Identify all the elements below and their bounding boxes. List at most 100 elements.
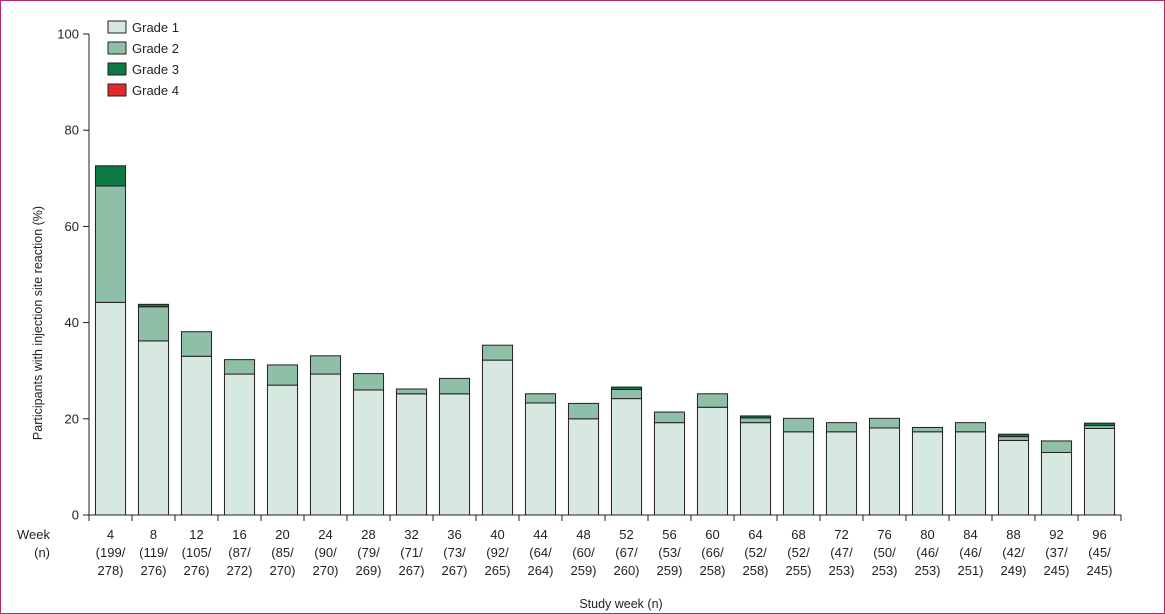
x-category-n-top: (46/ (959, 545, 982, 560)
x-category-n-top: (67/ (615, 545, 638, 560)
x-category-n-top: (66/ (701, 545, 724, 560)
bar-segment-grade-1 (137, 340, 170, 516)
x-category-week: 40 (490, 527, 504, 542)
legend: Grade 1 Grade 2 Grade 3 Grade 4 (107, 20, 179, 98)
legend-label: Grade 2 (132, 41, 179, 56)
bar-segment-grade-3 (997, 433, 1030, 438)
x-category-n-bottom: 270) (312, 563, 338, 578)
bar-segment-grade-2 (180, 331, 213, 357)
legend-swatch (107, 62, 127, 76)
x-category-n-top: (60/ (572, 545, 595, 560)
x-category-n-bottom: 260) (613, 563, 639, 578)
x-category-week: 76 (877, 527, 891, 542)
bar-segment-grade-1 (524, 402, 557, 516)
x-category-n-bottom: 264) (527, 563, 553, 578)
x-category-n-top: (53/ (658, 545, 681, 560)
x-category-n-top: (71/ (400, 545, 423, 560)
bar-segment-grade-2 (395, 388, 428, 395)
bar-segment-grade-1 (352, 389, 385, 516)
y-tick-label: 60 (65, 219, 79, 234)
bar-segment-grade-1 (610, 398, 643, 516)
x-category-week: 88 (1006, 527, 1020, 542)
legend-label: Grade 4 (132, 83, 179, 98)
bar-segment-grade-1 (266, 384, 299, 516)
x-category-n-bottom: 276) (140, 563, 166, 578)
bar-segment-grade-2 (266, 364, 299, 386)
x-axis-title: Study week (n) (579, 597, 662, 611)
bar-segment-grade-1 (739, 422, 772, 516)
bar-segment-grade-1 (180, 355, 213, 516)
bar-segment-grade-2 (825, 422, 858, 433)
bar-segment-grade-2 (911, 426, 944, 433)
n-row-label: (n) (34, 545, 50, 560)
bar-segment-grade-2 (739, 417, 772, 424)
bar-segment-grade-2 (94, 185, 127, 303)
x-category-n-bottom: 267) (398, 563, 424, 578)
x-category-n-top: (73/ (443, 545, 466, 560)
x-category-n-bottom: 253) (828, 563, 854, 578)
bar-segment-grade-3 (1083, 422, 1116, 427)
bar-segment-grade-2 (524, 393, 557, 404)
x-category-n-bottom: 259) (656, 563, 682, 578)
bar-segment-grade-2 (997, 436, 1030, 441)
y-tick-label: 40 (65, 315, 79, 330)
x-category-week: 80 (920, 527, 934, 542)
bar-segment-grade-2 (481, 344, 514, 361)
x-category-n-bottom: 270) (269, 563, 295, 578)
bar-segment-grade-3 (94, 165, 127, 187)
legend-swatch (107, 83, 127, 97)
bar-segment-grade-1 (696, 406, 729, 516)
x-category-n-top: (79/ (357, 545, 380, 560)
bar-segment-grade-1 (868, 427, 901, 516)
bar-segment-grade-2 (438, 377, 471, 395)
x-category-n-bottom: 265) (484, 563, 510, 578)
bar-segment-grade-1 (1083, 427, 1116, 516)
x-category-n-bottom: 276) (183, 563, 209, 578)
x-category-n-top: (87/ (228, 545, 251, 560)
bar-segment-grade-1 (653, 422, 686, 516)
x-category-n-bottom: 249) (1000, 563, 1026, 578)
bar-segment-grade-3 (610, 386, 643, 390)
y-axis: 0 20 40 60 80 100 (57, 27, 90, 523)
x-category-week: 72 (834, 527, 848, 542)
bar-segment-grade-2 (352, 373, 385, 391)
x-category-week: 4 (107, 527, 114, 542)
x-category-n-top: (50/ (873, 545, 896, 560)
bar-segment-grade-2 (653, 411, 686, 424)
bar-segment-grade-2 (137, 306, 170, 342)
legend-label: Grade 1 (132, 20, 179, 35)
bar-segment-grade-1 (1040, 451, 1073, 516)
x-category-n-bottom: 278) (97, 563, 123, 578)
bar-segment-grade-2 (954, 422, 987, 433)
bar-segment-grade-2 (868, 417, 901, 429)
x-category-n-top: (42/ (1002, 545, 1025, 560)
bar-segment-grade-1 (481, 359, 514, 516)
x-category-week: 96 (1092, 527, 1106, 542)
x-category-week: 20 (275, 527, 289, 542)
x-category-n-bottom: 253) (914, 563, 940, 578)
x-category-n-top: (45/ (1088, 545, 1111, 560)
x-category-n-bottom: 251) (957, 563, 983, 578)
y-tick-label: 20 (65, 411, 79, 426)
bar-segment-grade-2 (223, 359, 256, 375)
x-category-week: 64 (748, 527, 762, 542)
x-category-week: 8 (150, 527, 157, 542)
x-category-week: 84 (963, 527, 977, 542)
y-tick-label: 100 (57, 27, 79, 42)
bar-segment-grade-3 (739, 415, 772, 419)
bar-segment-grade-3 (137, 303, 170, 308)
x-category-week: 32 (404, 527, 418, 542)
bar-segment-grade-1 (438, 393, 471, 516)
bar-segment-grade-1 (825, 431, 858, 516)
x-category-week: 52 (619, 527, 633, 542)
x-category-n-bottom: 245) (1086, 563, 1112, 578)
x-category-week: 60 (705, 527, 719, 542)
x-category-n-top: (92/ (486, 545, 509, 560)
bar-segment-grade-2 (567, 402, 600, 420)
x-category-n-bottom: 267) (441, 563, 467, 578)
x-category-n-top: (52/ (787, 545, 810, 560)
bar-segment-grade-2 (610, 388, 643, 400)
x-category-week: 68 (791, 527, 805, 542)
bar-segment-grade-1 (309, 373, 342, 516)
